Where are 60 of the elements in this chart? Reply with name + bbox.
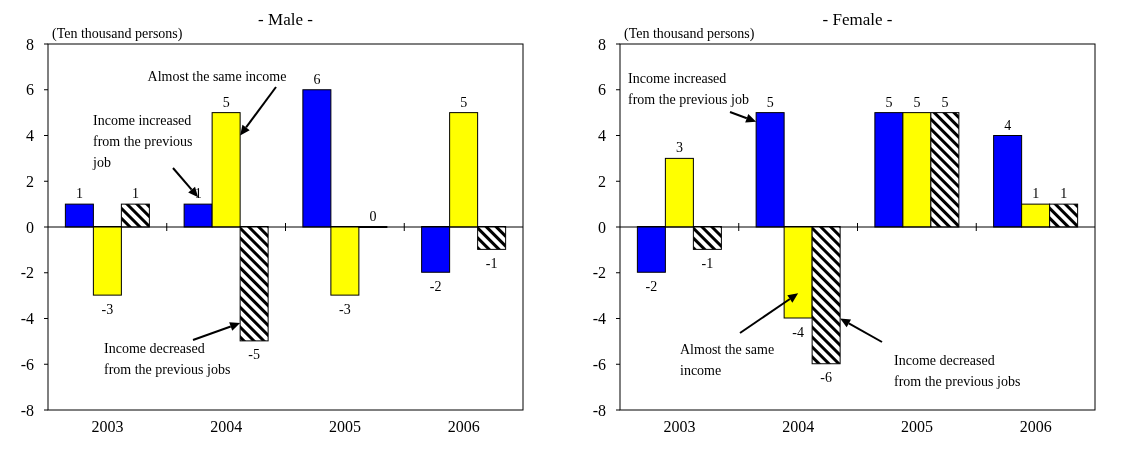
data-label: 5 bbox=[222, 94, 230, 110]
y-tick-label: -6 bbox=[592, 355, 606, 373]
y-axis-title: (Ten thousand persons) bbox=[624, 26, 755, 42]
data-label: 1 bbox=[1032, 186, 1040, 202]
data-label: 0 bbox=[369, 209, 377, 224]
data-label: -2 bbox=[645, 278, 658, 294]
data-label: 3 bbox=[675, 140, 683, 156]
y-tick-label: -2 bbox=[20, 264, 34, 282]
x-tick-label: 2004 bbox=[782, 418, 815, 435]
x-tick-label: 2003 bbox=[663, 418, 696, 435]
chart-title: - Male - bbox=[258, 10, 314, 29]
data-label: 6 bbox=[313, 71, 321, 87]
data-label: 1 bbox=[131, 186, 139, 202]
data-label: -3 bbox=[339, 301, 351, 317]
y-tick-label: 0 bbox=[598, 218, 606, 236]
data-label: -1 bbox=[485, 255, 498, 271]
y-tick-label: 2 bbox=[598, 172, 606, 190]
annotation: Almost the same income bbox=[147, 69, 287, 84]
y-tick-label: 4 bbox=[598, 127, 606, 145]
y-tick-label: 2 bbox=[26, 172, 34, 190]
y-tick-label: 6 bbox=[598, 81, 606, 99]
data-label: 1 bbox=[75, 186, 83, 202]
x-tick-label: 2004 bbox=[210, 418, 243, 435]
x-tick-label: 2005 bbox=[328, 418, 361, 435]
data-label: 1 bbox=[194, 186, 202, 202]
data-label: -3 bbox=[101, 301, 114, 317]
chart-title: - Female - bbox=[822, 10, 893, 29]
data-label: 5 bbox=[913, 94, 921, 110]
data-label: 4 bbox=[1004, 117, 1012, 133]
data-label: -6 bbox=[820, 370, 832, 386]
y-tick-label: -2 bbox=[592, 264, 606, 282]
y-tick-label: -4 bbox=[592, 310, 606, 328]
data-label: -4 bbox=[792, 324, 804, 340]
y-axis-title: (Ten thousand persons) bbox=[52, 26, 183, 42]
y-tick-label: -8 bbox=[20, 401, 34, 419]
data-label: 1 bbox=[1060, 186, 1068, 202]
y-tick-label: 0 bbox=[26, 218, 34, 236]
data-label: -2 bbox=[429, 278, 442, 294]
x-tick-label: 2003 bbox=[91, 418, 124, 435]
y-tick-label: -6 bbox=[20, 355, 34, 373]
x-tick-label: 2006 bbox=[447, 418, 480, 435]
annotation: Income decreased from the previous jobs bbox=[894, 353, 1021, 389]
y-tick-label: 4 bbox=[26, 127, 34, 145]
data-label: 5 bbox=[941, 94, 949, 110]
data-label: -5 bbox=[248, 347, 260, 363]
y-tick-label: -8 bbox=[592, 401, 606, 419]
y-tick-label: -4 bbox=[20, 310, 34, 328]
y-tick-label: 8 bbox=[26, 35, 34, 53]
x-tick-label: 2006 bbox=[1019, 418, 1052, 435]
data-label: 5 bbox=[885, 94, 893, 110]
x-tick-label: 2005 bbox=[900, 418, 933, 435]
annotation: Income increased from the previous job bbox=[92, 113, 193, 170]
data-label: 5 bbox=[766, 94, 774, 110]
data-label: -1 bbox=[701, 255, 714, 271]
data-label: 5 bbox=[460, 94, 468, 110]
annotation: Income decreased from the previous jobs bbox=[104, 341, 231, 377]
annotation: Almost the same income bbox=[680, 342, 775, 378]
annotation: Income increased from the previous job bbox=[628, 71, 749, 107]
y-tick-label: 8 bbox=[598, 35, 606, 53]
y-tick-label: 6 bbox=[26, 81, 34, 99]
